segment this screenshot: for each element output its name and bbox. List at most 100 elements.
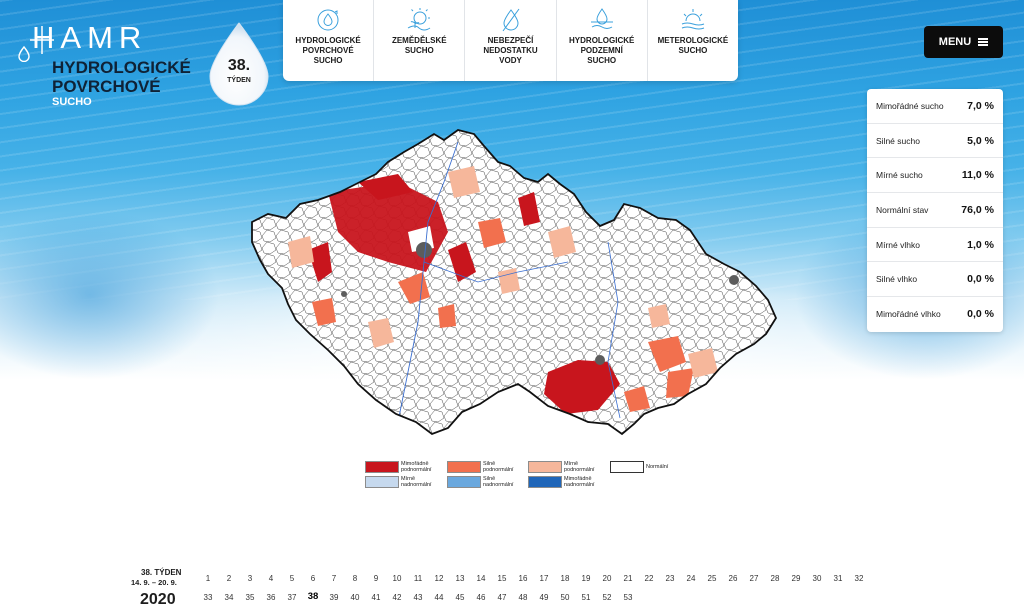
week-link-43[interactable]: 43 [413,593,423,602]
nav-label: METEROLOGICKÉ SUCHO [657,36,729,55]
week-link-41[interactable]: 41 [371,593,381,602]
week-link-46[interactable]: 46 [476,593,486,602]
week-link-6[interactable]: 6 [310,574,316,583]
week-label: TÝDEN [227,77,251,84]
stat-row: Mimořádné vlhko 0,0 % [876,308,994,321]
week-link-30[interactable]: 30 [812,574,822,583]
week-link-9[interactable]: 9 [373,574,379,583]
week-link-38[interactable]: 38 [307,591,319,602]
week-link-17[interactable]: 17 [539,574,549,583]
week-link-53[interactable]: 53 [623,593,633,602]
nav-hydrological-surface[interactable]: HYDROLOGICKÉ POVRCHOVÉ SUCHO [283,0,375,81]
legend-swatch [365,476,399,489]
week-link-8[interactable]: 8 [352,574,358,583]
page-title: HYDROLOGICKÉ POVRCHOVÉ SUCHO [52,58,191,108]
week-link-23[interactable]: 23 [665,574,675,583]
water-cycle-icon [317,9,339,31]
logo-text: HAMR [32,20,148,55]
week-link-3[interactable]: 3 [247,574,253,583]
week-link-50[interactable]: 50 [560,593,570,602]
week-link-15[interactable]: 15 [497,574,507,583]
week-link-20[interactable]: 20 [602,574,612,583]
stat-row: Mírné sucho 11,0 % [867,158,1003,194]
week-link-16[interactable]: 16 [518,574,528,583]
legend-item: Silně podnormální [447,461,527,474]
drought-type-nav: HYDROLOGICKÉ POVRCHOVÉ SUCHO ZEMĚDĚLSKÉ SUC… [283,0,738,81]
week-link-47[interactable]: 47 [497,593,507,602]
sun-waves-icon [681,9,705,30]
week-link-34[interactable]: 34 [224,593,234,602]
week-link-45[interactable]: 45 [455,593,465,602]
week-link-21[interactable]: 21 [623,574,633,583]
drought-map[interactable] [248,122,778,438]
week-link-27[interactable]: 27 [749,574,759,583]
week-link-32[interactable]: 32 [854,574,864,583]
drought-stats-panel: Mimořádné sucho 7,0 % Silné sucho 5,0 % Mí… [867,89,1003,332]
week-link-2[interactable]: 2 [226,574,232,583]
week-link-11[interactable]: 11 [413,574,423,583]
week-link-22[interactable]: 22 [644,574,654,583]
nav-water-shortage[interactable]: NEBEZPEČÍ NEDOSTATKU VODY [465,0,557,81]
week-link-26[interactable]: 26 [728,574,738,583]
logo[interactable]: HAMR [18,20,148,62]
week-link-33[interactable]: 33 [203,593,213,602]
week-link-48[interactable]: 48 [518,593,528,602]
drop-shape-icon [209,22,269,106]
legend-swatch [365,461,399,474]
week-link-40[interactable]: 40 [350,593,360,602]
stat-row: Silné sucho 5,0 % [867,124,1003,159]
week-link-31[interactable]: 31 [833,574,843,583]
map-legend: Mimořádně podnormální Silně podnormální Mí… [365,461,677,493]
week-link-52[interactable]: 52 [602,593,612,602]
logo-cross-line [30,26,54,54]
nav-hydrological-ground[interactable]: HYDROLOGICKÉ PODZEMNÍ SUCHO [557,0,648,81]
legend-item: Silně nadnormální [447,476,527,489]
week-link-4[interactable]: 4 [268,574,274,583]
crossed-drop-icon [502,8,519,32]
week-link-1[interactable]: 1 [205,574,211,583]
week-link-25[interactable]: 25 [707,574,717,583]
stat-row: Mimořádné sucho 7,0 % [867,89,1003,124]
legend-item: Normální [610,461,690,473]
water-splash-left [0,210,220,380]
legend-item: Mimořádně podnormální [365,461,445,474]
week-link-14[interactable]: 14 [476,574,486,583]
nav-label: HYDROLOGICKÉ POVRCHOVÉ SUCHO [295,36,361,65]
legend-swatch [447,476,481,489]
week-badge: 38. TÝDEN [207,22,271,106]
nav-label: HYDROLOGICKÉ PODZEMNÍ SUCHO [569,36,635,65]
legend-swatch [528,476,562,489]
week-link-28[interactable]: 28 [770,574,780,583]
timeline-date-range: 14. 9. – 20. 9. [131,578,177,587]
week-link-18[interactable]: 18 [560,574,570,583]
legend-swatch [610,461,644,473]
legend-item: Mírně nadnormální [365,476,445,489]
week-link-13[interactable]: 13 [455,574,465,583]
week-link-51[interactable]: 51 [581,593,591,602]
week-link-12[interactable]: 12 [434,574,444,583]
week-link-29[interactable]: 29 [791,574,801,583]
timeline-year[interactable]: 2020 [140,591,176,608]
week-number: 38. [227,57,251,74]
week-link-10[interactable]: 10 [392,574,402,583]
week-link-36[interactable]: 36 [266,593,276,602]
nav-agricultural[interactable]: ZEMĚDĚLSKÉ SUCHO [374,0,466,81]
menu-button[interactable]: MENU [924,26,1003,58]
week-link-19[interactable]: 19 [581,574,591,583]
week-link-35[interactable]: 35 [245,593,255,602]
week-link-37[interactable]: 37 [287,593,297,602]
ground-water-icon [590,8,613,29]
week-link-7[interactable]: 7 [331,574,337,583]
week-link-44[interactable]: 44 [434,593,444,602]
timeline-week-label: 38. TÝDEN [141,568,182,577]
week-link-39[interactable]: 39 [329,593,339,602]
nav-meteorological[interactable]: METEROLOGICKÉ SUCHO [648,0,738,81]
legend-swatch [447,461,481,474]
week-link-42[interactable]: 42 [392,593,402,602]
week-link-49[interactable]: 49 [539,593,549,602]
page-title-line1: HYDROLOGICKÉ [52,58,191,77]
stat-row: Normální stav 76,0 % [867,193,1003,228]
week-link-24[interactable]: 24 [686,574,696,583]
week-link-5[interactable]: 5 [289,574,295,583]
